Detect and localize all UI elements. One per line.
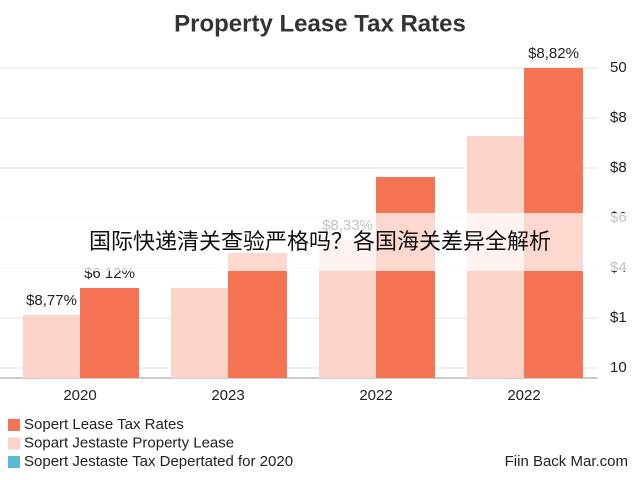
x-tick-label: 2023 <box>211 387 244 404</box>
y-tick-label: $8 <box>610 109 627 126</box>
bar <box>228 253 287 378</box>
x-tick-label: 2020 <box>63 387 96 404</box>
legend-label: Sopert Lease Tax Rates <box>24 416 184 433</box>
data-label: $8,77% <box>26 292 77 309</box>
overlay-band <box>0 213 640 271</box>
legend-swatch <box>8 456 20 468</box>
legend-swatch <box>8 437 20 450</box>
y-tick-label: 10 <box>610 359 627 376</box>
overlay-text: 国际快递清关查验严格吗？各国海关差异全解析 <box>89 229 551 254</box>
data-label: $8,82% <box>528 45 579 62</box>
x-tick-label: 2022 <box>359 387 392 404</box>
y-tick-label: $1 <box>610 309 627 326</box>
bar <box>171 288 228 378</box>
legend-label: Sopert Jestaste Tax Depertated for 2020 <box>24 453 293 470</box>
source: Fiin Back Mar.com <box>505 453 628 470</box>
x-tick-label: 2022 <box>507 387 540 404</box>
bar <box>376 177 435 378</box>
bar <box>80 288 139 378</box>
y-tick-label: 50 <box>610 59 627 76</box>
legend-label: Sopart Jestaste Property Lease <box>24 434 234 451</box>
chart-title: Property Lease Tax Rates <box>174 10 466 37</box>
legend-swatch <box>8 419 20 431</box>
y-tick-label: $8 <box>610 159 627 176</box>
bar <box>23 315 80 378</box>
